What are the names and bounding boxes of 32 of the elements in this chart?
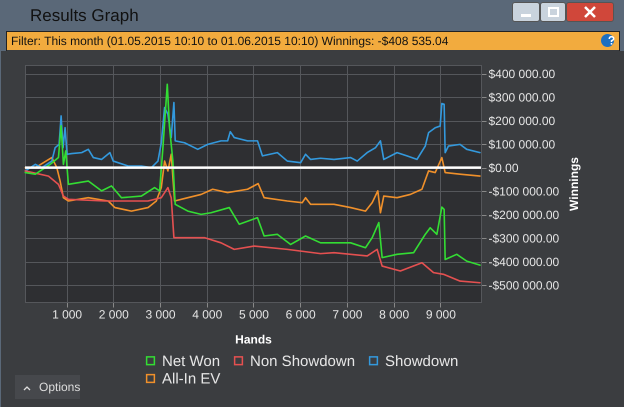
chart-title: Results Graph	[30, 6, 139, 26]
y-tick-label: -$400 000.00	[488, 255, 560, 270]
y-tick-label: -$300 000.00	[488, 232, 560, 246]
x-tick-label: 4 000	[192, 308, 223, 322]
x-tick-label: 9 000	[426, 308, 456, 322]
y-tick-label: -$500 000.00	[488, 278, 560, 293]
y-tick-label: $100 000.00	[488, 138, 556, 152]
line-series	[24, 102, 481, 172]
y-tick-label: $300 000.00	[488, 90, 556, 105]
y-tick-label: $0.00	[488, 161, 519, 176]
y-tick-label: -$200 000.00	[488, 208, 560, 222]
x-tick-label: 1 000	[52, 308, 82, 322]
x-tick-label: 6 000	[286, 308, 316, 322]
options-button: Options	[15, 375, 80, 399]
chart-subtitle: Filter: This month (01.05.2015 10:10 to 01.06.2015 10:10) Winnings: -$408 535.04	[11, 34, 448, 48]
x-tick-label: 5 000	[238, 308, 270, 322]
line-series	[24, 153, 481, 214]
y-tick-label: $200 000.00	[488, 114, 556, 128]
legend-label: Non Showdown	[250, 352, 356, 370]
x-tick-label: 7 000	[332, 308, 363, 322]
line-series	[24, 170, 481, 284]
y-tick-label: -$100 000.00	[488, 184, 560, 199]
y-axis-title: Winnings	[567, 156, 582, 211]
legend-label: All-In EV	[162, 370, 220, 388]
legend-label: Showdown	[385, 352, 458, 370]
legend-label: Net Won	[162, 352, 220, 370]
x-tick-label: 8 000	[379, 308, 410, 322]
x-tick-label: 2 000	[98, 308, 130, 322]
line-series	[24, 83, 481, 266]
y-tick-label: $400 000.00	[488, 67, 556, 82]
x-axis-title: Hands	[235, 332, 272, 346]
x-tick-label: 3 000	[146, 308, 176, 322]
